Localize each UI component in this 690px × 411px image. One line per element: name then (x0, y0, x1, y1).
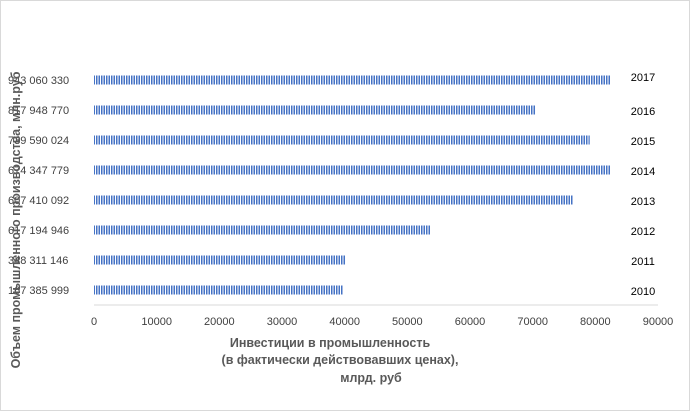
year-label: 2017 (631, 72, 655, 84)
y-axis-title: Объем промышленного производства, млн.ру… (9, 71, 23, 368)
bar (94, 75, 611, 85)
year-label: 2011 (631, 256, 655, 268)
year-label: 2013 (631, 196, 655, 208)
x-tick-label: 0 (91, 316, 97, 328)
x-axis-title-line-3: млрд. руб (340, 371, 402, 385)
category-label: 348 311 146 (8, 255, 68, 267)
x-tick-label: 80000 (580, 316, 611, 328)
category-label: 674 347 779 (8, 165, 69, 177)
bar (94, 165, 611, 175)
x-tick-label: 10000 (141, 316, 172, 328)
x-tick-label: 60000 (455, 316, 486, 328)
bar (94, 195, 574, 205)
x-tick-label: 70000 (517, 316, 548, 328)
category-label: 617 194 946 (8, 225, 69, 237)
category-label: 817 948 770 (8, 105, 69, 117)
year-label: 2014 (631, 166, 655, 178)
x-tick-label: 30000 (267, 316, 298, 328)
category-label: 739 590 024 (8, 135, 69, 147)
bar (94, 225, 431, 235)
year-label: 2012 (631, 226, 655, 238)
x-tick-label: 50000 (392, 316, 423, 328)
bar (94, 285, 343, 295)
x-axis-title-line-1: Инвестиции в промышленность (230, 336, 431, 350)
bar (94, 105, 536, 115)
year-label: 2015 (631, 136, 655, 148)
x-tick-label: 20000 (204, 316, 235, 328)
category-label: 943 060 330 (8, 75, 69, 87)
x-tick-label: 90000 (643, 316, 674, 328)
bar (94, 135, 590, 145)
category-label: 607 410 092 (8, 195, 69, 207)
bar (94, 255, 346, 265)
year-label: 2016 (631, 106, 655, 118)
category-label: 167 385 999 (8, 285, 69, 297)
x-axis-title-line-2: (в фактически действовавших ценах), (222, 353, 459, 367)
year-label: 2010 (631, 286, 655, 298)
x-tick-label: 40000 (329, 316, 360, 328)
